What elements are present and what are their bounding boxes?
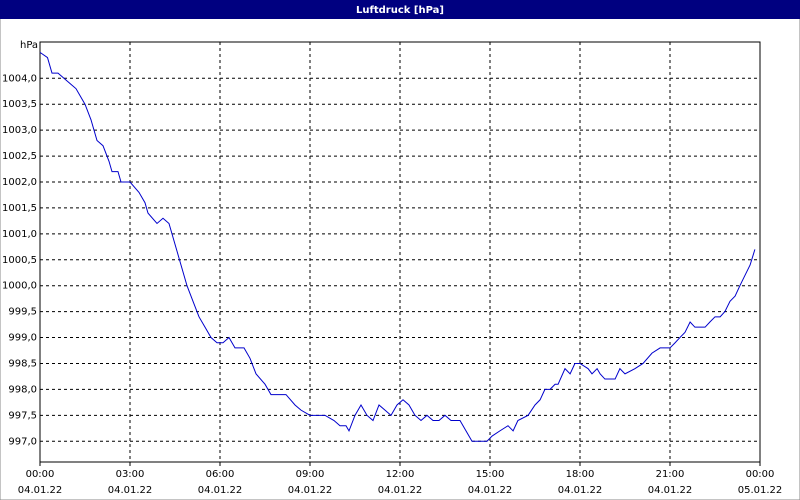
y-tick-label: 999,5 bbox=[8, 307, 37, 318]
x-tick-label: 03:00 bbox=[116, 469, 145, 480]
x-tick-label: 18:00 bbox=[566, 469, 595, 480]
y-tick-label: 1002,5 bbox=[2, 151, 37, 162]
y-tick-label: 1003,0 bbox=[2, 125, 37, 136]
y-tick-label: 1000,0 bbox=[2, 281, 37, 292]
y-tick-label: 1001,0 bbox=[2, 229, 37, 240]
x-tick-date: 04.01.22 bbox=[648, 485, 693, 496]
x-tick-date: 04.01.22 bbox=[198, 485, 243, 496]
y-tick-label: 1002,0 bbox=[2, 177, 37, 188]
x-tick-date: 04.01.22 bbox=[468, 485, 513, 496]
y-tick-label: 1003,5 bbox=[2, 99, 37, 110]
x-tick-label: 06:00 bbox=[206, 469, 235, 480]
x-tick-date: 04.01.22 bbox=[378, 485, 423, 496]
x-tick-date: 05.01.22 bbox=[738, 485, 783, 496]
x-tick-label: 00:00 bbox=[746, 469, 775, 480]
y-tick-label: 998,0 bbox=[8, 384, 37, 395]
y-axis-label: hPa bbox=[20, 40, 38, 51]
x-tick-date: 04.01.22 bbox=[288, 485, 333, 496]
chart-title: Luftdruck [hPa] bbox=[356, 5, 444, 16]
x-tick-date: 04.01.22 bbox=[108, 485, 153, 496]
x-tick-label: 00:00 bbox=[26, 469, 55, 480]
x-tick-label: 12:00 bbox=[386, 469, 415, 480]
y-tick-label: 997,0 bbox=[8, 436, 37, 447]
y-tick-label: 1004,0 bbox=[2, 73, 37, 84]
y-tick-label: 1001,5 bbox=[2, 203, 37, 214]
y-tick-label: 999,0 bbox=[8, 333, 37, 344]
y-tick-label: 998,5 bbox=[8, 358, 37, 369]
line-series bbox=[39, 51, 756, 442]
y-tick-label: 997,5 bbox=[8, 410, 37, 421]
x-tick-date: 04.01.22 bbox=[18, 485, 63, 496]
plot-frame bbox=[39, 41, 761, 463]
title-bar bbox=[0, 0, 800, 19]
y-tick-label: 1000,5 bbox=[2, 255, 37, 266]
x-tick-date: 04.01.22 bbox=[558, 485, 603, 496]
x-tick-label: 09:00 bbox=[296, 469, 325, 480]
x-tick-label: 21:00 bbox=[656, 469, 685, 480]
x-tick-label: 15:00 bbox=[476, 469, 505, 480]
